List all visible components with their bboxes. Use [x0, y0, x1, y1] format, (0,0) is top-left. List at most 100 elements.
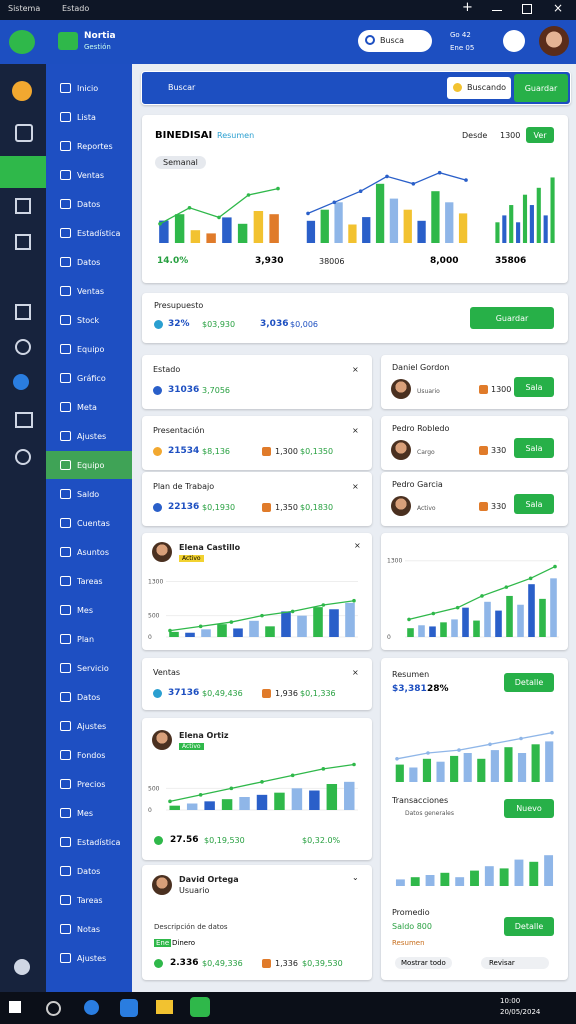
icon: [154, 320, 163, 329]
metric: 35806: [495, 256, 527, 266]
close[interactable]: ×: [553, 1, 564, 15]
line-point: [168, 628, 172, 633]
rail-icon[interactable]: [15, 124, 33, 142]
rail-icon[interactable]: [14, 959, 30, 975]
sidebar-item[interactable]: Gráfico: [46, 364, 132, 392]
bar: [517, 604, 524, 637]
sidebar-item[interactable]: Datos: [46, 248, 132, 276]
bar: [265, 626, 275, 637]
tail-title: Resumen: [392, 939, 425, 947]
sidebar-item[interactable]: Servicio: [46, 654, 132, 682]
sidebar-item[interactable]: Datos: [46, 683, 132, 711]
sidebar-item[interactable]: Precios: [46, 770, 132, 798]
action-button[interactable]: Sala: [514, 494, 554, 514]
pill[interactable]: Mostrar todo: [395, 957, 452, 969]
period-tag[interactable]: Semanal: [155, 156, 206, 169]
search-pill[interactable]: Busca: [358, 30, 432, 52]
save-button[interactable]: Guardar: [470, 307, 554, 329]
filter-text: Buscando: [467, 83, 507, 92]
sidebar-item[interactable]: Saldo: [46, 480, 132, 508]
close[interactable]: ×: [352, 482, 359, 491]
person-name: Pedro Robledo: [392, 424, 450, 433]
sidebar-item[interactable]: Mes: [46, 799, 132, 827]
rail-icon[interactable]: [15, 339, 31, 355]
search-button[interactable]: [46, 1001, 61, 1016]
app-icon[interactable]: [84, 1000, 99, 1015]
rail-icon[interactable]: [12, 81, 32, 101]
bar: [417, 220, 426, 243]
sidebar-icon: [60, 750, 71, 760]
close[interactable]: ×: [354, 541, 361, 550]
sidebar-item[interactable]: Asuntos: [46, 538, 132, 566]
sidebar-item[interactable]: Stock: [46, 306, 132, 334]
rail-icon[interactable]: [15, 198, 31, 214]
rail-icon[interactable]: [13, 374, 29, 390]
rail-icon[interactable]: [15, 234, 31, 250]
rail-icon[interactable]: [15, 304, 31, 320]
sidebar-icon: [60, 924, 71, 934]
sidebar-item[interactable]: Tareas: [46, 886, 132, 914]
sidebar-item[interactable]: Ajustes: [46, 712, 132, 740]
avatar: [391, 496, 411, 516]
minimize[interactable]: [492, 10, 502, 11]
sidebar-item[interactable]: Lista: [46, 103, 132, 131]
close[interactable]: ×: [352, 426, 359, 435]
sidebar-icon: [60, 431, 71, 441]
sidebar-item[interactable]: Tareas: [46, 567, 132, 595]
bar: [516, 222, 521, 243]
person-name: Elena Ortiz: [179, 731, 229, 740]
rail-icon[interactable]: [15, 412, 33, 428]
sidebar-item[interactable]: Ajustes: [46, 944, 132, 972]
action-button[interactable]: Sala: [514, 438, 554, 458]
sidebar-item[interactable]: Fondos: [46, 741, 132, 769]
sidebar-item[interactable]: Inicio: [46, 74, 132, 102]
expand[interactable]: ⌄: [352, 873, 359, 882]
detail-button[interactable]: Detalle: [504, 673, 554, 692]
app-icon[interactable]: [120, 999, 138, 1017]
new-button[interactable]: +: [462, 0, 473, 15]
sidebar-item[interactable]: Ajustes: [46, 422, 132, 450]
sidebar-item[interactable]: Mes: [46, 596, 132, 624]
user-avatar[interactable]: [539, 26, 569, 56]
app-icon[interactable]: [156, 1000, 173, 1014]
sidebar-item[interactable]: Reportes: [46, 132, 132, 160]
new-button[interactable]: Nuevo: [504, 799, 554, 818]
sidebar-item[interactable]: Equipo: [46, 335, 132, 363]
sidebar-item[interactable]: Estadística: [46, 219, 132, 247]
sidebar-item[interactable]: Equipo: [46, 451, 132, 479]
chart: [395, 730, 554, 782]
sidebar-item[interactable]: Meta: [46, 393, 132, 421]
rail-icon[interactable]: [15, 449, 31, 465]
sidebar-item[interactable]: Ventas: [46, 277, 132, 305]
sidebar-item[interactable]: Cuentas: [46, 509, 132, 537]
line-point: [407, 617, 411, 622]
save-button[interactable]: Guardar: [514, 74, 568, 102]
notifications[interactable]: [503, 30, 525, 52]
row-card: Plan de Trabajo × 22136 $0,1930 1,350 $0,1830: [142, 472, 372, 526]
sidebar-item[interactable]: Estadística: [46, 828, 132, 856]
sidebar-item[interactable]: Datos: [46, 857, 132, 885]
rail-active[interactable]: [0, 156, 46, 188]
action-button[interactable]: Sala: [514, 377, 554, 397]
view-button[interactable]: Ver: [526, 127, 554, 143]
sidebar-item[interactable]: Datos: [46, 190, 132, 218]
close[interactable]: ×: [352, 668, 359, 677]
sidebar-item[interactable]: Ventas: [46, 161, 132, 189]
detail-button[interactable]: Detalle: [504, 917, 554, 936]
filter[interactable]: Buscando: [447, 77, 511, 99]
app-icon[interactable]: [190, 997, 210, 1017]
maximize[interactable]: [522, 4, 532, 14]
sidebar-label: Estadística: [77, 228, 121, 238]
icon: [153, 447, 162, 456]
pill[interactable]: Revisar: [481, 957, 549, 969]
metric: 2.336: [170, 958, 199, 968]
sidebar-item[interactable]: Plan: [46, 625, 132, 653]
row-title: Ventas: [153, 668, 181, 677]
line-point: [352, 598, 356, 603]
start-button[interactable]: [9, 1001, 21, 1013]
sidebar-item[interactable]: Notas: [46, 915, 132, 943]
toolbar: Buscar Buscando Guardar: [141, 71, 571, 105]
close[interactable]: ×: [352, 365, 359, 374]
bar: [451, 619, 458, 637]
search-placeholder[interactable]: Buscar: [168, 83, 196, 92]
